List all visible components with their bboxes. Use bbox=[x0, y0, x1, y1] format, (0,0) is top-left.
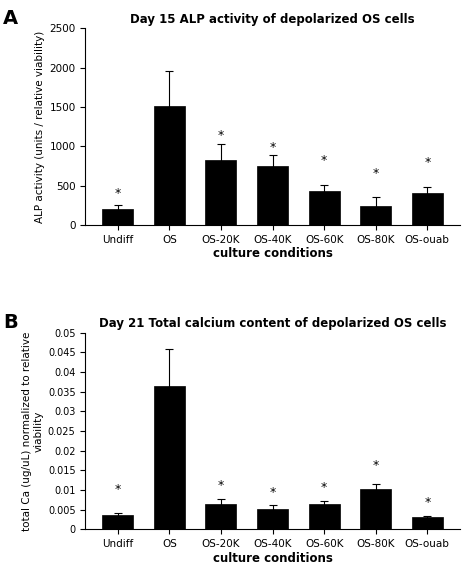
Text: *: * bbox=[373, 167, 379, 180]
Bar bbox=[154, 386, 185, 529]
Text: *: * bbox=[218, 129, 224, 142]
Bar bbox=[412, 193, 443, 225]
Bar bbox=[360, 489, 391, 529]
Y-axis label: total Ca (ug/uL) normalized to relative
viability: total Ca (ug/uL) normalized to relative … bbox=[22, 331, 44, 531]
Text: *: * bbox=[424, 156, 430, 168]
Bar bbox=[102, 515, 133, 529]
Bar bbox=[309, 505, 339, 529]
Bar bbox=[154, 106, 185, 225]
X-axis label: culture conditions: culture conditions bbox=[213, 552, 332, 564]
Bar bbox=[206, 160, 237, 225]
Text: *: * bbox=[166, 112, 173, 125]
Text: *: * bbox=[321, 481, 327, 494]
Bar bbox=[206, 505, 237, 529]
Text: *: * bbox=[373, 459, 379, 472]
Title: Day 21 Total calcium content of depolarized OS cells: Day 21 Total calcium content of depolari… bbox=[99, 318, 447, 330]
Bar bbox=[360, 206, 391, 225]
Text: *: * bbox=[115, 187, 121, 200]
Bar bbox=[102, 209, 133, 225]
Bar bbox=[309, 191, 339, 225]
Text: B: B bbox=[3, 313, 18, 332]
Title: Day 15 ALP activity of depolarized OS cells: Day 15 ALP activity of depolarized OS ce… bbox=[130, 13, 415, 26]
Text: *: * bbox=[115, 483, 121, 496]
Text: *: * bbox=[424, 496, 430, 509]
Text: *: * bbox=[218, 479, 224, 492]
Text: *: * bbox=[269, 141, 276, 154]
Y-axis label: ALP activity (units / relative viability): ALP activity (units / relative viability… bbox=[35, 31, 45, 222]
X-axis label: culture conditions: culture conditions bbox=[213, 248, 332, 260]
Text: A: A bbox=[3, 9, 18, 28]
Bar bbox=[412, 517, 443, 529]
Bar bbox=[257, 166, 288, 225]
Bar bbox=[257, 509, 288, 529]
Text: *: * bbox=[269, 485, 276, 498]
Text: *: * bbox=[321, 154, 327, 167]
